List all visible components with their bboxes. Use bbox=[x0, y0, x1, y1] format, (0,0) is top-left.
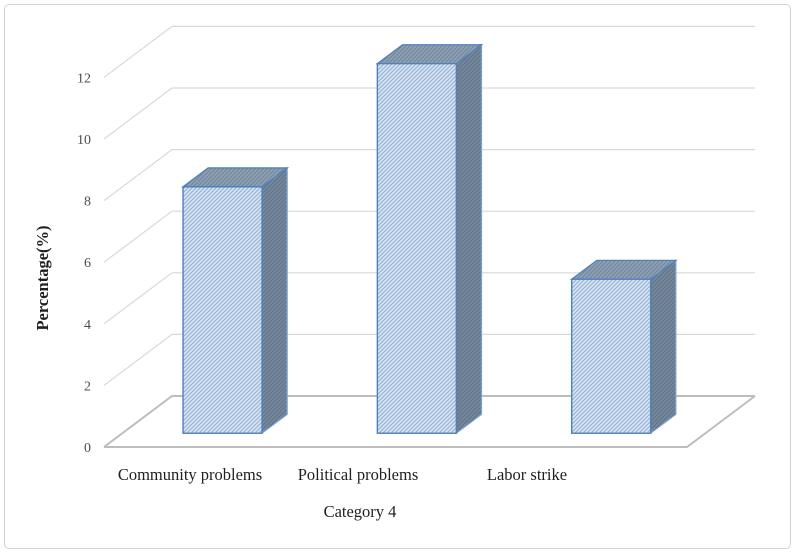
y-tick-label: 6 bbox=[84, 256, 91, 271]
gridline bbox=[103, 272, 755, 325]
bar-front-face bbox=[182, 186, 263, 434]
bar-side-face bbox=[261, 166, 288, 435]
bar-front-face bbox=[570, 278, 652, 434]
category-label: Community problems bbox=[118, 465, 262, 484]
gridline bbox=[103, 149, 755, 202]
y-tick-label: 0 bbox=[84, 441, 91, 456]
bar bbox=[181, 166, 290, 435]
gridline bbox=[103, 333, 755, 386]
bar-side-face bbox=[650, 259, 677, 435]
x-axis-title: Category 4 bbox=[324, 502, 397, 521]
gridline bbox=[103, 210, 755, 263]
y-axis-tick-labels: 0 2 4 6 8 10 12 bbox=[77, 71, 91, 456]
y-tick-label: 12 bbox=[77, 71, 91, 86]
y-tick-label: 10 bbox=[77, 133, 91, 148]
y-tick-label: 4 bbox=[84, 318, 91, 333]
bar bbox=[569, 259, 678, 435]
category-label: Political problems bbox=[298, 465, 419, 484]
bar bbox=[375, 43, 484, 435]
bars bbox=[181, 43, 678, 435]
y-tick-label: 8 bbox=[84, 195, 91, 210]
floor-front-edge bbox=[104, 395, 756, 448]
y-tick-label: 2 bbox=[84, 379, 91, 394]
floor-back-edge bbox=[103, 395, 755, 448]
gridline bbox=[103, 25, 755, 78]
x-axis-category-labels: Community problems Political problems Labo… bbox=[118, 465, 567, 484]
chart-floor bbox=[103, 395, 756, 448]
bar-side-face bbox=[455, 43, 483, 435]
bar-front-face bbox=[376, 62, 458, 434]
y-axis-title: Percentage(%) bbox=[33, 225, 52, 330]
category-label: Labor strike bbox=[487, 465, 567, 484]
gridline bbox=[103, 87, 755, 140]
gridlines bbox=[103, 25, 755, 386]
